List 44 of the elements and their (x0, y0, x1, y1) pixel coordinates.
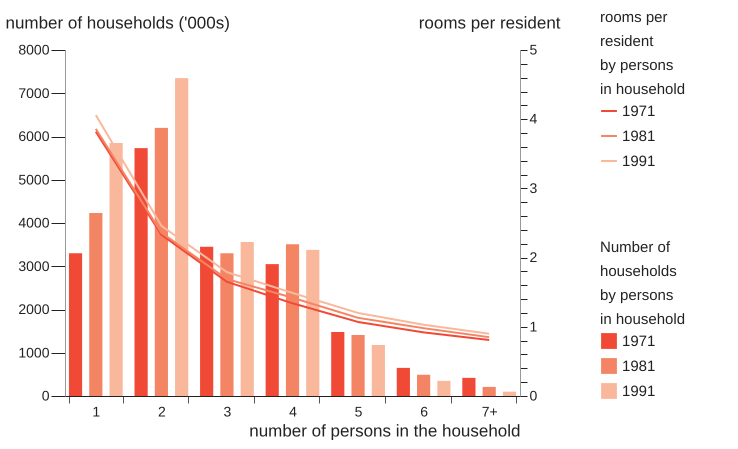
bar (89, 213, 102, 396)
y-tick-label: 1000 (18, 344, 50, 360)
text: rooms per resident by persons in household (600, 9, 686, 98)
y-tick-label: 7000 (18, 84, 50, 101)
y-tick-label: 5000 (18, 171, 50, 188)
legend-label: 1991 (622, 153, 656, 170)
bar (396, 368, 410, 396)
x-tick-label: 1 (92, 404, 100, 420)
legend-label: 1981 (622, 358, 656, 375)
text: Number of households by persons in household (600, 239, 686, 328)
legend-label: 1971 (622, 103, 656, 120)
y2-tick-label: 5 (530, 42, 538, 58)
bar (68, 253, 82, 396)
y2-tick-label: 4 (530, 110, 538, 127)
bar (502, 392, 516, 396)
y2-axis-title: rooms per resident (418, 14, 561, 32)
x-tick-label: 7+ (482, 404, 498, 420)
y-tick-label: 2000 (18, 301, 50, 317)
bar (482, 386, 496, 396)
bar (417, 374, 430, 396)
bar (437, 380, 451, 396)
x-tick-label: 6 (420, 404, 428, 420)
y2-tick-label: 0 (530, 388, 538, 404)
bar (462, 378, 476, 396)
y-axis-title: number of households ('000s) (6, 14, 230, 32)
y-tick-label: 8000 (18, 42, 50, 58)
legend-label: 1981 (622, 128, 656, 145)
x-tick-label: 3 (224, 404, 232, 420)
y-tick-label: 4000 (18, 214, 50, 230)
x-axis-title: number of persons in the household (249, 422, 520, 440)
y-tick-label: 6000 (18, 128, 50, 144)
x-tick-label: 5 (354, 404, 363, 420)
legend-label: 1991 (622, 383, 656, 400)
bar (351, 335, 365, 396)
legend-label: 1971 (622, 333, 656, 350)
bar (372, 344, 385, 396)
bar (331, 332, 344, 396)
y-tick-label: 3000 (18, 258, 50, 274)
y2-tick-label: 2 (530, 249, 538, 266)
y2-tick-label: 3 (530, 180, 538, 196)
y-tick-label: 0 (42, 388, 50, 404)
x-tick-label: 4 (289, 404, 298, 420)
y2-tick-label: 1 (530, 318, 538, 334)
x-tick-label: 2 (158, 404, 166, 420)
